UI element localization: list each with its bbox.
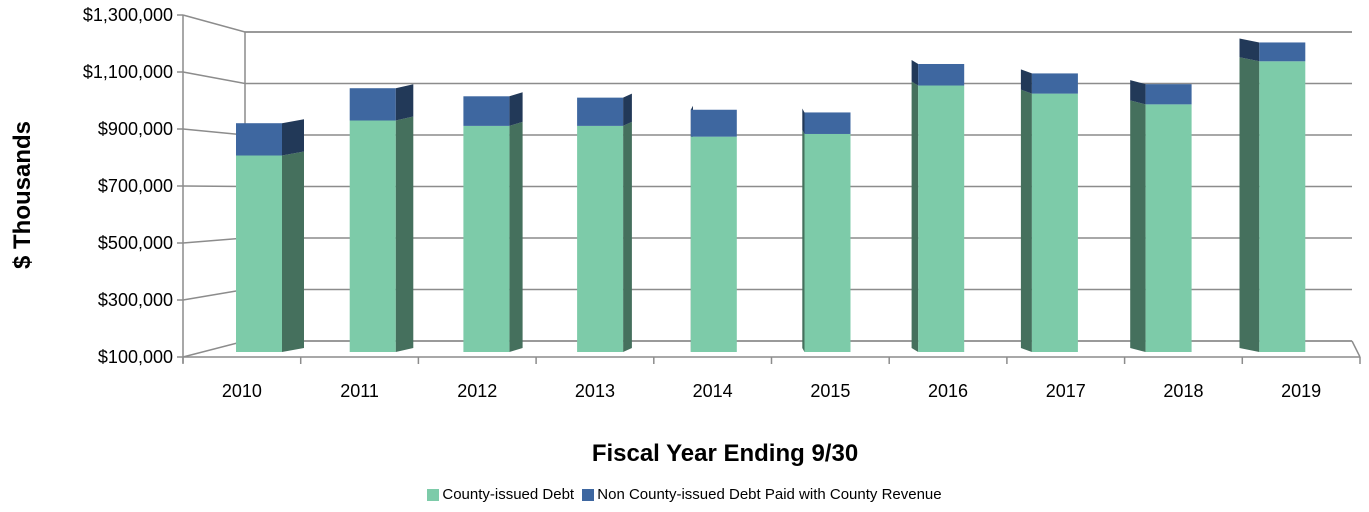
bar-side-county (802, 129, 805, 352)
bar-segment-non-county-issued (804, 112, 851, 134)
x-tick-label: 2016 (928, 381, 968, 401)
bar-side-county (509, 121, 523, 353)
y-tick-label: $100,000 (98, 347, 173, 367)
legend-label: County-issued Debt (442, 486, 575, 503)
legend-item-county-issued: County-issued Debt (427, 486, 574, 503)
bar-side-county (623, 121, 632, 353)
bar-side-non-county (1020, 69, 1032, 94)
bar-segment-non-county-issued (236, 123, 282, 156)
legend: County-issued Debt Non County-issued Deb… (0, 486, 1369, 505)
bar-segment-non-county-issued (1259, 42, 1306, 62)
bar-side-non-county (911, 59, 919, 86)
y-axis-title: $ Thousands (9, 121, 36, 269)
bar-segment-county-issued (236, 155, 282, 352)
gridline (182, 14, 1352, 33)
bar-side-non-county (509, 92, 523, 126)
bar-segment-county-issued (1031, 93, 1078, 352)
bar-segment-non-county-issued (1145, 84, 1192, 105)
bar-side-county (1130, 100, 1146, 352)
bar-side-non-county (623, 93, 632, 126)
y-tick-label: $700,000 (98, 176, 173, 196)
bar-segment-county-issued (463, 125, 510, 353)
bar-segment-county-issued (804, 133, 851, 352)
bars (236, 38, 1306, 353)
x-tick-label: 2017 (1046, 381, 1086, 401)
bar-segment-non-county-issued (1031, 73, 1078, 94)
y-tick-label: $1,300,000 (83, 5, 173, 25)
bar-2019 (1239, 38, 1306, 353)
y-tick-label: $1,100,000 (83, 62, 173, 82)
legend-label: Non County-issued Debt Paid with County … (597, 486, 942, 503)
bar-side-county (282, 151, 304, 352)
bar-side-non-county (1130, 80, 1146, 105)
bar-side-county (1020, 89, 1032, 352)
x-tick-label: 2018 (1163, 381, 1203, 401)
legend-swatch (427, 488, 440, 501)
bar-segment-non-county-issued (918, 63, 965, 86)
bar-2015 (802, 108, 851, 352)
bar-side-county (1239, 57, 1260, 353)
bar-side-county (395, 116, 414, 353)
bar-segment-county-issued (1259, 61, 1306, 353)
bar-side-non-county (1239, 38, 1260, 62)
bar-2016 (911, 59, 965, 353)
x-axis-ticks: 2010 2011 2012 2013 2014 2015 2016 2017 2018 2019 (182, 357, 1361, 401)
x-tick-label: 2011 (340, 381, 379, 401)
x-tick-label: 2010 (222, 381, 262, 401)
floor-right-edge (1351, 340, 1361, 358)
bar-2013 (577, 93, 632, 353)
bar-segment-county-issued (349, 120, 396, 353)
bar-segment-non-county-issued (577, 97, 624, 126)
legend-swatch (582, 488, 595, 501)
bar-2014 (690, 105, 737, 352)
bar-2018 (1130, 80, 1192, 352)
y-axis-ticks: $100,000 $300,000 $500,000 $700,000 $900,000… (83, 5, 183, 367)
bar-segment-non-county-issued (349, 88, 396, 121)
legend-item-non-county-issued: Non County-issued Debt Paid with County … (582, 486, 942, 503)
bar-2011 (349, 84, 414, 353)
y-tick-label: $300,000 (98, 290, 173, 310)
bar-2012 (463, 92, 523, 353)
bar-segment-non-county-issued (463, 96, 510, 126)
x-tick-label: 2013 (575, 381, 615, 401)
x-tick-label: 2015 (810, 381, 850, 401)
bar-segment-county-issued (690, 136, 737, 352)
x-axis-title: Fiscal Year Ending 9/30 (592, 440, 858, 467)
bar-segment-county-issued (918, 85, 965, 353)
bar-segment-county-issued (1145, 104, 1192, 352)
gridline (182, 71, 1352, 85)
bar-2010 (236, 119, 304, 352)
bar-side-non-county (395, 84, 414, 121)
bar-side-non-county (802, 108, 805, 134)
x-tick-label: 2014 (693, 381, 733, 401)
y-tick-label: $900,000 (98, 119, 173, 139)
y-tick-label: $500,000 (98, 233, 173, 253)
bar-side-county (911, 81, 919, 353)
bar-2017 (1020, 69, 1078, 352)
bar-segment-county-issued (577, 125, 624, 353)
x-tick-label: 2019 (1281, 381, 1321, 401)
bar-segment-non-county-issued (690, 109, 737, 137)
bar-side-non-county (282, 119, 304, 156)
x-tick-label: 2012 (457, 381, 497, 401)
